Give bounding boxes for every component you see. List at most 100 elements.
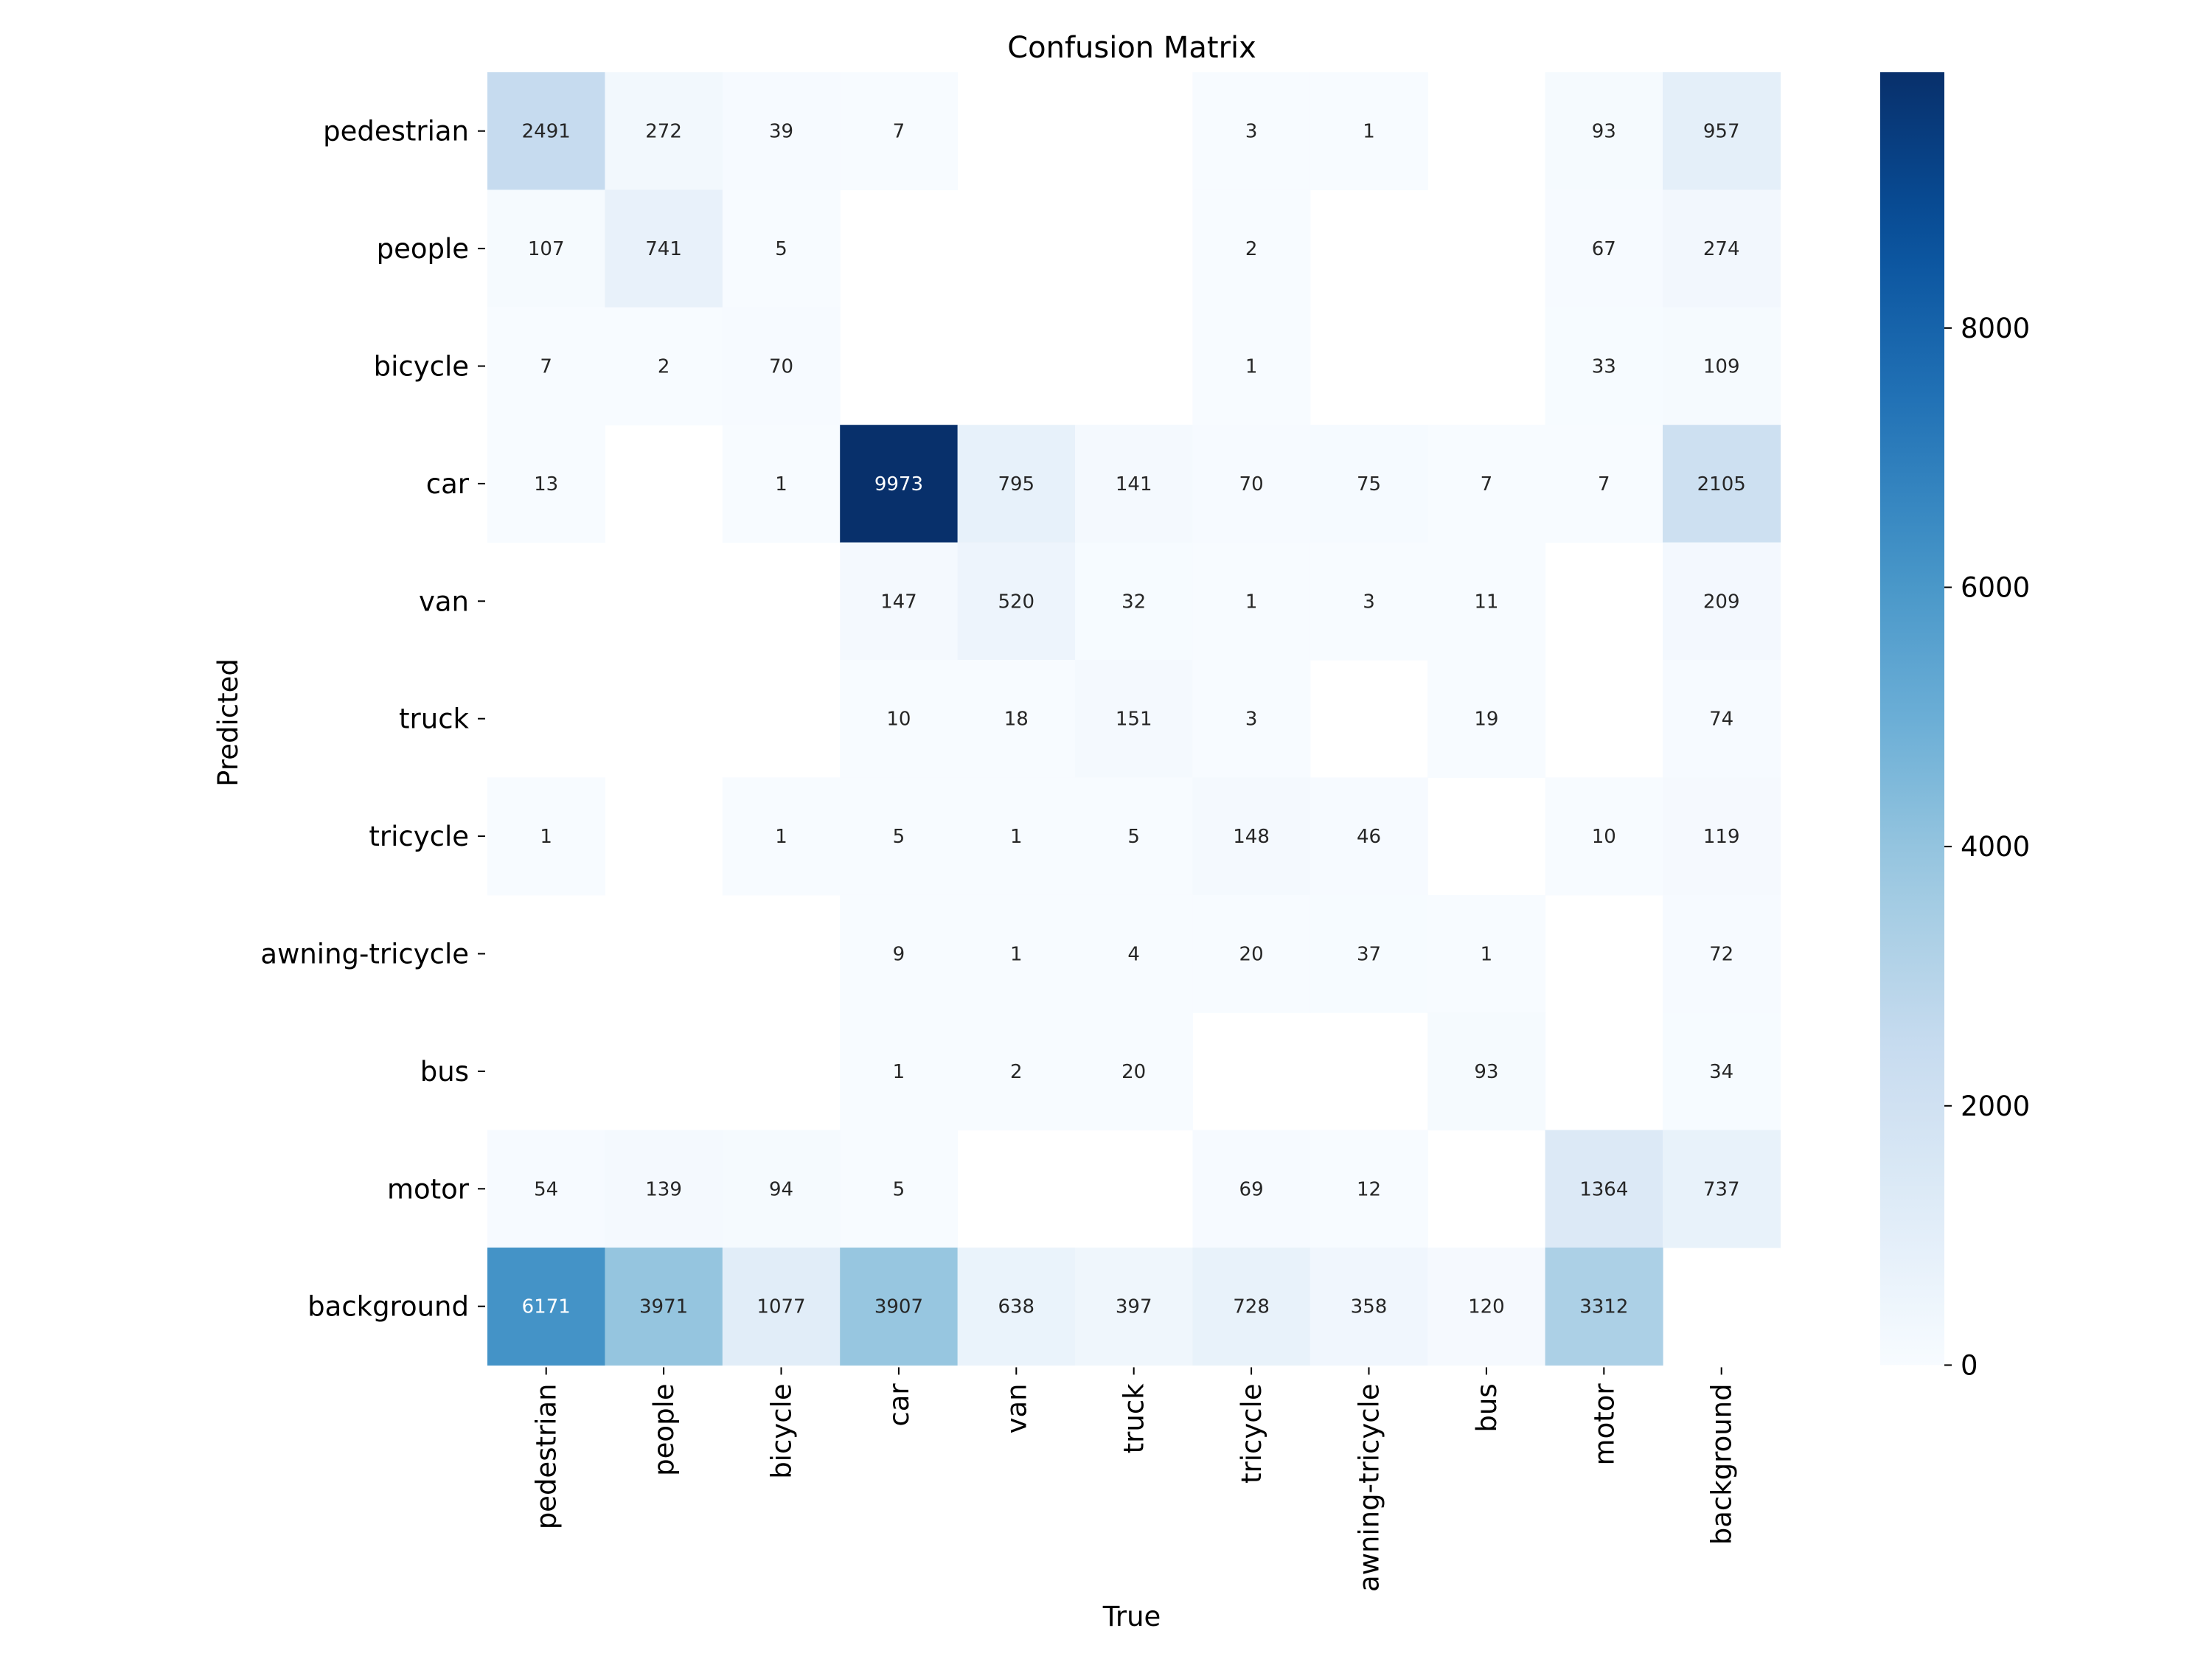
- cell-value-label: 12: [1357, 1178, 1381, 1200]
- heatmap-cell: [1310, 1248, 1428, 1366]
- x-tick-label: truck: [1119, 1383, 1150, 1454]
- cell-value-label: 32: [1121, 591, 1146, 613]
- heatmap-cell: [605, 189, 723, 308]
- cell-value-label: 3312: [1579, 1296, 1628, 1318]
- heatmap-cell: [840, 894, 959, 1013]
- heatmap-cell: [1427, 1012, 1546, 1131]
- heatmap-cell: [1663, 1130, 1781, 1248]
- x-tick-label: bus: [1471, 1383, 1503, 1432]
- cell-value-label: 37: [1357, 944, 1381, 966]
- cell-value-label: 1: [1481, 944, 1493, 966]
- cell-value-label: 5: [893, 1178, 905, 1200]
- heatmap-cell: [487, 189, 605, 308]
- heatmap-cell: [487, 1130, 605, 1248]
- cell-value-label: 520: [998, 591, 1034, 613]
- cell-value-label: 3: [1245, 709, 1258, 731]
- cell-value-label: 54: [534, 1178, 558, 1200]
- cell-value-label: 1: [1010, 944, 1023, 966]
- cell-value-label: 4: [1127, 944, 1140, 966]
- cell-value-label: 737: [1703, 1178, 1740, 1200]
- cell-value-label: 20: [1239, 944, 1264, 966]
- heatmap-cell: [1075, 894, 1193, 1013]
- cell-value-label: 9973: [874, 473, 923, 495]
- cell-value-label: 2: [1245, 238, 1258, 260]
- heatmap-cell: [1192, 894, 1311, 1013]
- heatmap-cell: [957, 660, 1076, 778]
- cell-value-label: 148: [1233, 826, 1270, 848]
- y-tick-labels: pedestrian people bicycle car van truck tricyc…: [260, 116, 485, 1323]
- cell-value-label: 5: [775, 238, 787, 260]
- cell-value-label: 5: [1127, 826, 1140, 848]
- cell-value-label: 74: [1709, 709, 1733, 731]
- cell-value-label: 1: [1245, 591, 1258, 613]
- heatmap-cell: [1663, 307, 1781, 425]
- cell-value-label: 93: [1592, 121, 1616, 143]
- cell-value-label: 20: [1121, 1061, 1146, 1083]
- heatmap-cell: [1075, 660, 1193, 778]
- cell-value-label: 72: [1709, 944, 1733, 966]
- heatmap-cell: [1075, 425, 1193, 543]
- heatmap-cell: [722, 1248, 841, 1366]
- heatmap-cell: [1192, 1248, 1311, 1366]
- heatmap-cell: [840, 425, 959, 543]
- cell-value-label: 3: [1363, 591, 1375, 613]
- cell-value-label: 10: [1592, 826, 1616, 848]
- y-tick-label: bicycle: [374, 351, 469, 383]
- colorbar-tick-label: 2000: [1961, 1091, 2030, 1122]
- cell-value-label: 1: [540, 826, 552, 848]
- x-tick-label: motor: [1588, 1383, 1620, 1466]
- cell-value-label: 69: [1239, 1178, 1264, 1200]
- x-tick-label: pedestrian: [531, 1383, 563, 1529]
- chart-title: Confusion Matrix: [1007, 31, 1256, 65]
- x-tick-label: tricycle: [1236, 1383, 1267, 1484]
- heatmap-cell: [1545, 425, 1663, 543]
- heatmap-cell: [1663, 660, 1781, 778]
- cell-value-label: 70: [769, 356, 793, 378]
- y-tick-label: awning-tricycle: [260, 939, 469, 970]
- cell-value-label: 1: [775, 473, 787, 495]
- heatmap-cell: [1075, 1248, 1193, 1366]
- cell-value-label: 1: [893, 1061, 905, 1083]
- heatmap-cell: [1192, 425, 1311, 543]
- heatmap-cell: [605, 72, 723, 190]
- cell-value-label: 13: [534, 473, 558, 495]
- heatmap-cell: [1427, 660, 1546, 778]
- heatmap-cell: [1192, 189, 1311, 308]
- cell-value-label: 1077: [757, 1296, 805, 1318]
- heatmap-cell: [487, 1248, 605, 1366]
- heatmap-cell: [840, 777, 959, 896]
- heatmap-cell: [722, 307, 841, 425]
- heatmap-cell: [957, 1248, 1076, 1366]
- heatmap-cell: [1663, 777, 1781, 896]
- cell-value-label: 795: [998, 473, 1034, 495]
- x-tick-labels: pedestrian people bicycle car van truck tricyc…: [531, 1367, 1738, 1592]
- heatmap-cell: [487, 425, 605, 543]
- cell-value-label: 18: [1004, 709, 1029, 731]
- x-tick-label: bicycle: [766, 1383, 798, 1478]
- heatmap-cell: [1075, 777, 1193, 896]
- heatmap-cell: [1192, 72, 1311, 190]
- heatmap-cell: [1545, 1130, 1663, 1248]
- cell-value-label: 358: [1351, 1296, 1388, 1318]
- heatmap-cell: [1310, 425, 1428, 543]
- cell-value-label: 33: [1592, 356, 1616, 378]
- cell-value-label: 107: [528, 238, 565, 260]
- cell-value-label: 151: [1116, 709, 1152, 731]
- cell-value-label: 3971: [639, 1296, 688, 1318]
- heatmap-cell: [1310, 542, 1428, 661]
- y-tick-label: pedestrian: [323, 116, 469, 147]
- y-tick-label: people: [377, 233, 469, 265]
- heatmap-cell: [605, 1248, 723, 1366]
- cell-value-label: 7: [540, 356, 552, 378]
- heatmap-cell: [1075, 542, 1193, 661]
- heatmap-cell: [1545, 72, 1663, 190]
- heatmap-cell: [1192, 660, 1311, 778]
- cell-value-label: 7: [893, 121, 905, 143]
- heatmap-cell: [1310, 1130, 1428, 1248]
- cell-value-label: 728: [1233, 1296, 1270, 1318]
- heatmap-cell: [840, 1012, 959, 1131]
- cell-value-label: 1364: [1579, 1178, 1628, 1200]
- cell-value-label: 1: [1363, 121, 1375, 143]
- cell-value-label: 34: [1709, 1061, 1733, 1083]
